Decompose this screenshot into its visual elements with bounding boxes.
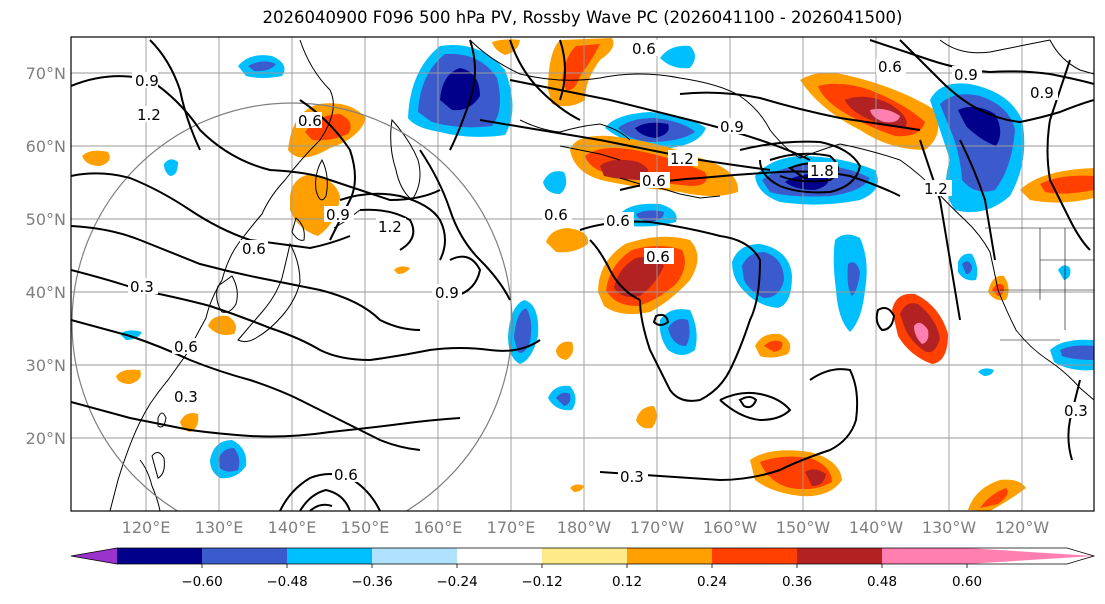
map-title: 2026040900 F096 500 hPa PV, Rossby Wave … (262, 8, 903, 27)
contour-label: 0.9 (135, 72, 159, 90)
colorbar-tick: 0.12 (612, 574, 642, 590)
colorbar-extend-low (71, 548, 117, 564)
colorbar-tick: 0.48 (867, 574, 897, 590)
latitude-labels: 70°N 60°N 50°N 40°N 30°N 20°N (26, 64, 66, 448)
contour-label: 0.6 (632, 40, 656, 58)
contour-label: 0.3 (620, 468, 644, 486)
contour-label: 0.6 (242, 240, 266, 258)
contour-label: 0.9 (435, 284, 459, 302)
contour-label: 0.9 (326, 206, 350, 224)
borders (985, 227, 1094, 341)
colorbar-tick: −0.24 (436, 574, 477, 590)
colorbar-tick: −0.60 (181, 574, 222, 590)
lat-label: 70°N (26, 64, 66, 83)
contour-label: 0.6 (606, 212, 630, 230)
contour-label: 0.3 (174, 388, 198, 406)
lon-label: 130°W (922, 518, 977, 537)
colorbar-tick: −0.48 (266, 574, 307, 590)
colorbar: −0.60 −0.48 −0.36 −0.24 −0.12 0.12 0.24 … (70, 547, 1096, 590)
contour-label: 0.9 (720, 118, 744, 136)
lat-label: 60°N (26, 137, 66, 156)
colorbar-tick: −0.12 (521, 574, 562, 590)
region-circle (71, 102, 513, 511)
lon-label: 140°W (849, 518, 904, 537)
lat-label: 40°N (26, 283, 66, 302)
colorbar-bin (712, 548, 797, 564)
contour-label: 1.2 (137, 106, 161, 124)
contour-label: 0.6 (646, 248, 670, 266)
lon-label: 170°W (630, 518, 685, 537)
lon-label: 120°W (995, 518, 1050, 537)
contour-label: 0.6 (334, 466, 358, 484)
contour-label: 0.6 (298, 112, 322, 130)
contour-label: 1.2 (378, 218, 402, 236)
longitude-labels: 120°E 130°E 140°E 150°E 160°E 170°E 180°… (122, 518, 1050, 537)
contour-label: 0.3 (130, 278, 154, 296)
contour-label: 0.6 (544, 206, 568, 224)
contour-label: 1.2 (924, 180, 948, 198)
lon-label: 160°W (703, 518, 758, 537)
colorbar-bin (372, 548, 457, 564)
contour-label: 1.2 (670, 150, 694, 168)
contour-label: 1.8 (810, 162, 834, 180)
contour-labels: 0.9 1.2 0.6 0.3 0.6 0.9 1.2 0.9 0.6 0.3 … (128, 40, 1092, 486)
colorbar-extend-high (967, 548, 1094, 564)
colorbar-tick: 0.60 (952, 574, 982, 590)
contour-label: 0.6 (174, 338, 198, 356)
contour-label: 0.9 (1030, 84, 1054, 102)
colorbar-tick: 0.24 (697, 574, 727, 590)
colorbar-bin (882, 548, 967, 564)
colorbar-bin (627, 548, 712, 564)
lat-label: 50°N (26, 210, 66, 229)
lon-label: 130°E (195, 518, 244, 537)
lon-label: 160°E (414, 518, 463, 537)
colorbar-bin (202, 548, 287, 564)
colorbar-tick: −0.36 (351, 574, 392, 590)
colorbar-bin (542, 548, 627, 564)
lon-label: 180°W (557, 518, 612, 537)
colorbar-bin (457, 548, 542, 564)
contour-label: 0.3 (1064, 402, 1088, 420)
lon-label: 150°E (341, 518, 390, 537)
lat-label: 30°N (26, 356, 66, 375)
colorbar-bin (117, 548, 202, 564)
map-frame (70, 36, 1095, 512)
colorbar-bin (797, 548, 882, 564)
lat-label: 20°N (26, 429, 66, 448)
contour-label: 0.6 (642, 172, 666, 190)
contour-label: 0.6 (878, 58, 902, 76)
lon-label: 140°E (268, 518, 317, 537)
contour-label: 0.9 (954, 66, 978, 84)
colorbar-bin (287, 548, 372, 564)
lon-label: 170°E (487, 518, 536, 537)
colorbar-tick: 0.36 (782, 574, 812, 590)
lon-label: 120°E (122, 518, 171, 537)
lon-label: 150°W (776, 518, 831, 537)
